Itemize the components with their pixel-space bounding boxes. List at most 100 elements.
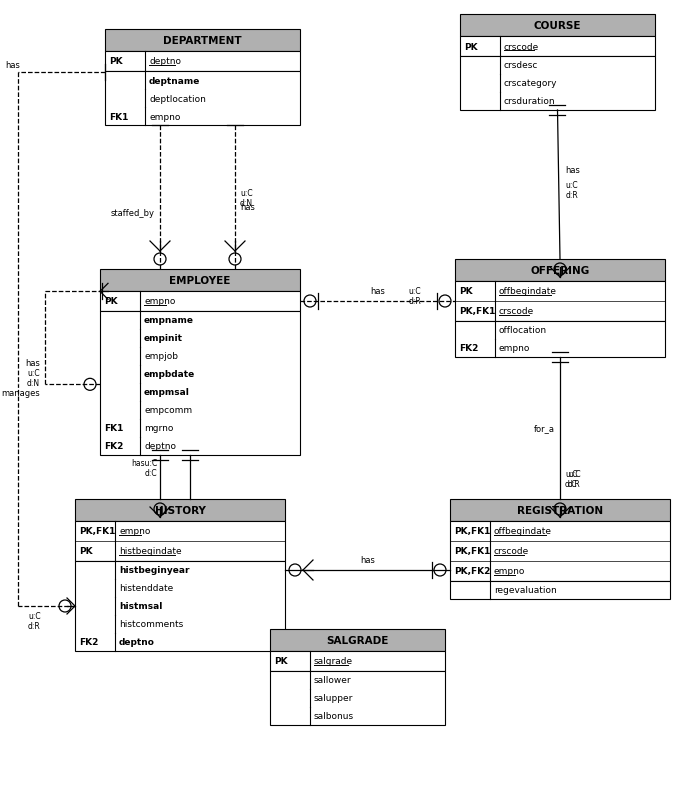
Text: mgrno: mgrno bbox=[144, 424, 173, 433]
Text: PK,FK1: PK,FK1 bbox=[79, 527, 115, 536]
Text: crsdesc: crsdesc bbox=[504, 62, 538, 71]
Bar bbox=[270, 671, 445, 725]
Text: PK,FK1: PK,FK1 bbox=[454, 527, 491, 536]
Text: empname: empname bbox=[144, 316, 194, 325]
Text: SALGRADE: SALGRADE bbox=[326, 635, 388, 645]
Text: d:R: d:R bbox=[408, 297, 422, 306]
Text: offbegindate: offbegindate bbox=[499, 287, 557, 296]
Text: FK2: FK2 bbox=[104, 442, 124, 451]
Text: PK: PK bbox=[79, 547, 92, 556]
Text: has: has bbox=[5, 61, 20, 70]
Text: COURSE: COURSE bbox=[534, 21, 581, 31]
Text: empno: empno bbox=[494, 567, 525, 576]
Text: HISTORY: HISTORY bbox=[155, 505, 206, 516]
Text: crscode: crscode bbox=[504, 43, 540, 51]
Text: empno: empno bbox=[144, 297, 175, 306]
Text: crscode: crscode bbox=[494, 547, 529, 556]
Text: salbonus: salbonus bbox=[314, 711, 354, 721]
Text: has: has bbox=[240, 203, 255, 213]
Text: has: has bbox=[360, 556, 375, 565]
Text: crscategory: crscategory bbox=[504, 79, 558, 88]
Text: histcomments: histcomments bbox=[119, 620, 184, 629]
Bar bbox=[455, 260, 665, 282]
Text: FK1: FK1 bbox=[104, 424, 124, 433]
Text: deptlocation: deptlocation bbox=[149, 95, 206, 103]
Bar bbox=[75, 561, 285, 651]
Text: empjob: empjob bbox=[144, 352, 178, 361]
Bar bbox=[75, 500, 285, 521]
Text: u:C: u:C bbox=[28, 368, 40, 378]
Text: d:C: d:C bbox=[144, 469, 157, 478]
Text: d:N: d:N bbox=[27, 379, 40, 387]
Bar bbox=[460, 15, 655, 37]
Text: u:C: u:C bbox=[565, 470, 578, 479]
Text: FK2: FK2 bbox=[79, 638, 99, 646]
Bar bbox=[460, 37, 655, 57]
Text: for_a: for_a bbox=[534, 424, 555, 433]
Text: FK2: FK2 bbox=[459, 344, 478, 353]
Text: EMPLOYEE: EMPLOYEE bbox=[169, 276, 230, 286]
Text: has: has bbox=[25, 358, 40, 367]
Text: deptname: deptname bbox=[149, 76, 200, 85]
Text: salupper: salupper bbox=[314, 694, 353, 703]
Text: u:C: u:C bbox=[408, 287, 422, 296]
Text: DEPARTMENT: DEPARTMENT bbox=[164, 36, 242, 46]
Text: salgrade: salgrade bbox=[314, 657, 353, 666]
Bar bbox=[100, 269, 300, 292]
Bar bbox=[100, 292, 300, 312]
Bar bbox=[460, 57, 655, 111]
Text: empbdate: empbdate bbox=[144, 370, 195, 379]
Text: u:C: u:C bbox=[28, 612, 41, 621]
Text: deptno: deptno bbox=[119, 638, 155, 646]
Text: d:R: d:R bbox=[568, 480, 581, 489]
Bar bbox=[105, 30, 300, 52]
Text: manages: manages bbox=[1, 388, 40, 397]
Bar bbox=[105, 72, 300, 126]
Text: empcomm: empcomm bbox=[144, 406, 192, 415]
Bar bbox=[450, 500, 670, 521]
Bar bbox=[270, 630, 445, 651]
Bar bbox=[450, 581, 670, 599]
Text: PK: PK bbox=[464, 43, 477, 51]
Text: PK,FK2: PK,FK2 bbox=[454, 567, 491, 576]
Bar bbox=[455, 282, 665, 322]
Text: offbegindate: offbegindate bbox=[494, 527, 552, 536]
Text: d:R: d:R bbox=[566, 191, 578, 200]
Text: d:R: d:R bbox=[28, 622, 41, 630]
Text: offlocation: offlocation bbox=[499, 326, 547, 335]
Text: OFFERING: OFFERING bbox=[531, 265, 590, 276]
Text: sallower: sallower bbox=[314, 675, 352, 685]
Bar bbox=[450, 521, 670, 581]
Text: deptno: deptno bbox=[149, 58, 181, 67]
Bar bbox=[100, 312, 300, 456]
Text: crsduration: crsduration bbox=[504, 97, 555, 107]
Text: histbeginyear: histbeginyear bbox=[119, 565, 190, 575]
Text: u:C: u:C bbox=[568, 470, 580, 479]
Text: histbegindate: histbegindate bbox=[119, 547, 181, 556]
Text: staffed_by: staffed_by bbox=[111, 209, 155, 217]
Bar bbox=[455, 322, 665, 358]
Text: histmsal: histmsal bbox=[119, 602, 162, 611]
Text: REGISTRATION: REGISTRATION bbox=[517, 505, 603, 516]
Text: histenddate: histenddate bbox=[119, 584, 173, 593]
Text: u:C: u:C bbox=[240, 188, 253, 197]
Text: has: has bbox=[566, 166, 580, 175]
Text: PK,FK1: PK,FK1 bbox=[459, 307, 495, 316]
Text: FK1: FK1 bbox=[109, 112, 128, 121]
Bar bbox=[105, 52, 300, 72]
Text: u:C: u:C bbox=[566, 180, 578, 190]
Text: deptno: deptno bbox=[144, 442, 176, 451]
Bar bbox=[75, 521, 285, 561]
Text: PK: PK bbox=[104, 297, 117, 306]
Text: PK: PK bbox=[109, 58, 123, 67]
Text: hasu:C: hasu:C bbox=[130, 459, 157, 468]
Text: crscode: crscode bbox=[499, 307, 534, 316]
Text: empinit: empinit bbox=[144, 334, 183, 343]
Text: regevaluation: regevaluation bbox=[494, 585, 557, 595]
Text: empmsal: empmsal bbox=[144, 388, 190, 397]
Text: empno: empno bbox=[149, 112, 180, 121]
Text: PK: PK bbox=[274, 657, 288, 666]
Text: has: has bbox=[370, 287, 385, 296]
Text: empno: empno bbox=[499, 344, 531, 353]
Text: PK,FK1: PK,FK1 bbox=[454, 547, 491, 556]
